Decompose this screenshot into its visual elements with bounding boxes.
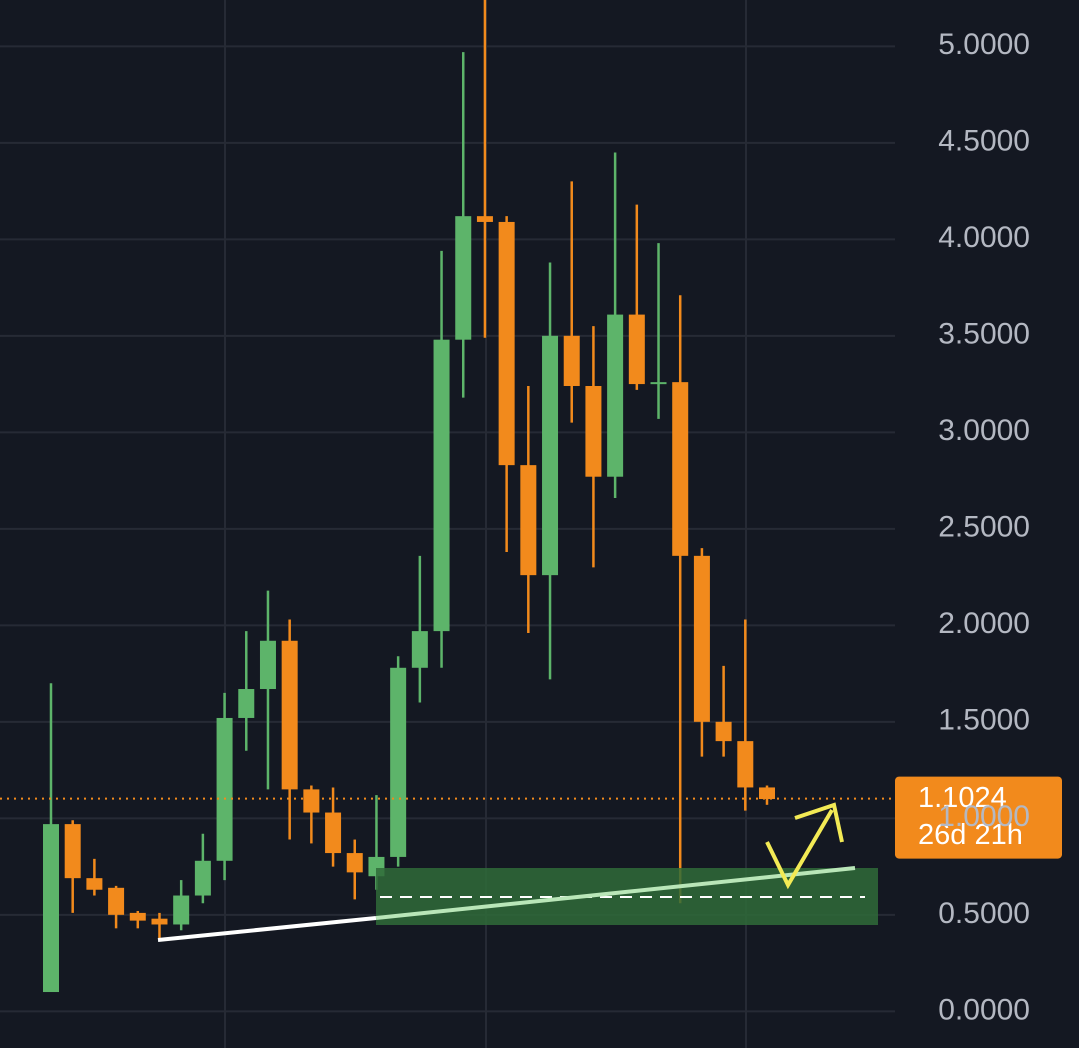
y-tick-label: 2.5000 [938,511,1030,544]
countdown: 26d 21h [918,819,1023,851]
body [151,918,168,925]
y-tick-label: 0.0000 [938,993,1030,1026]
trendline [375,866,856,920]
body [64,824,81,879]
body [715,721,732,742]
annotations [157,802,878,942]
body [173,895,190,925]
y-tick-label: 1.0000 [938,800,1030,833]
y-tick-label: 4.5000 [938,125,1030,158]
body [238,689,255,718]
body [759,787,775,800]
body [737,741,754,788]
body [194,860,211,896]
y-tick-label: 4.0000 [938,221,1030,254]
body [259,640,276,690]
last-price-label: 1.1024 [918,782,1007,814]
last-price-box [895,776,1062,859]
body [281,640,298,790]
y-tick-label: 1.5000 [938,704,1030,737]
body [650,382,667,385]
arrow-head [794,802,844,843]
body [411,631,428,668]
body [43,824,59,993]
candles [43,0,775,993]
body [498,221,515,466]
body [476,216,493,222]
body [325,812,342,854]
arrow [765,808,834,890]
body [607,314,624,477]
y-tick-label: 3.0000 [938,414,1030,447]
y-tick-label: 5.0000 [938,28,1030,61]
body [390,667,407,857]
body [585,386,602,477]
y-tick-label: 2.0000 [938,607,1030,640]
body [520,465,537,576]
body [628,314,645,385]
body [216,717,233,861]
body [86,878,103,890]
body [303,789,320,813]
body [672,382,689,556]
y-tick-label: 3.5000 [938,318,1030,351]
trendline [157,916,377,942]
body [433,339,450,632]
y-tick-label: 0.5000 [938,897,1030,930]
body [108,887,125,915]
body [542,335,559,576]
body [693,555,710,722]
body [129,912,146,921]
body [346,853,363,873]
body [563,335,580,387]
body [455,216,472,340]
